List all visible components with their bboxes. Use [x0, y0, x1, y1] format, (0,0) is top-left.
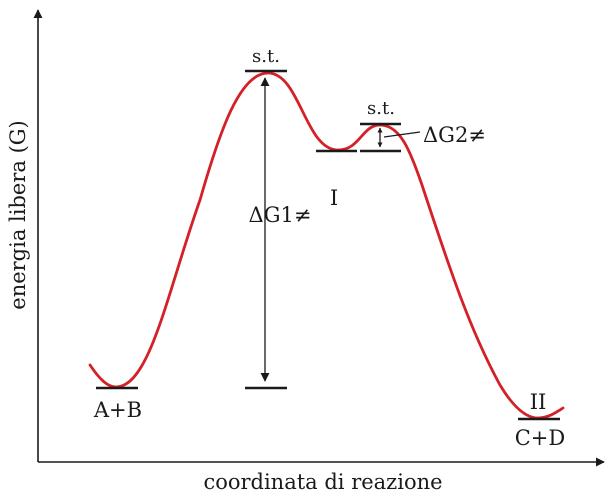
products-label: C+D: [515, 426, 566, 450]
energy-levels: [96, 69, 560, 421]
x-axis-label: coordinata di reazione: [203, 470, 442, 494]
delta-g2-leader-line: [383, 131, 421, 138]
y-axis-label: energia libera (G): [6, 120, 30, 309]
energy-curve: [88, 71, 565, 420]
intermediate-label: I: [330, 186, 338, 210]
axes: [33, 9, 605, 467]
product-region-label: II: [530, 390, 547, 414]
transition-state-2-label: s.t.: [367, 98, 395, 119]
delta-g2-label: ΔG2≠: [423, 123, 486, 147]
reactants-label: A+B: [93, 398, 142, 422]
transition-state-1-label: s.t.: [252, 46, 280, 67]
delta-g1-label: ΔG1≠: [249, 203, 312, 227]
